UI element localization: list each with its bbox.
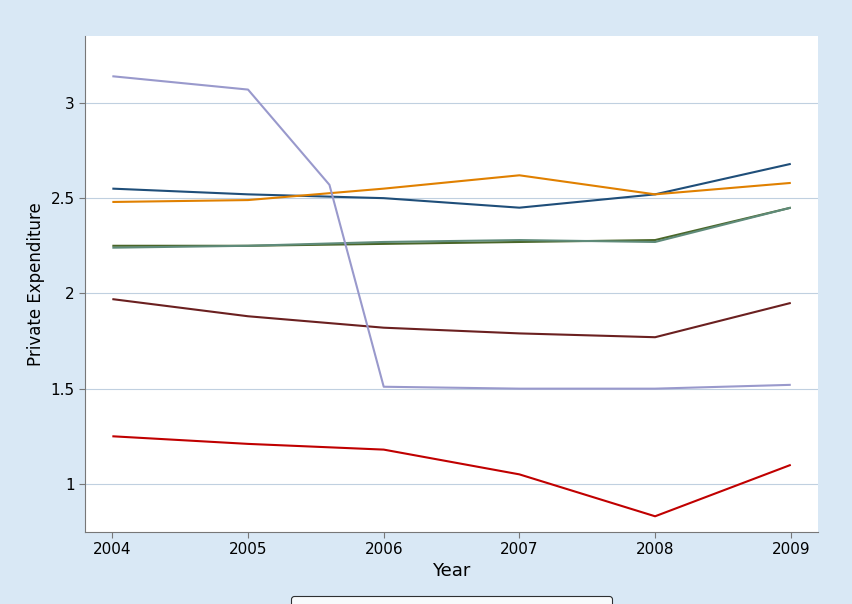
Legend: ΑΥΣΤΡΑΛΙΑ, ΑΥΣΤΡΙΑ, ΒΕΛΓΙΟ, ΚΑΝΑΔΑΣ, ΓΑΛΛΙΑ, ΛΟΥΞΕΜΒΟΥΡΓΟ, ΟΛΛΑΝΔΙΑ: ΑΥΣΤΡΑΛΙΑ, ΑΥΣΤΡΙΑ, ΒΕΛΓΙΟ, ΚΑΝΑΔΑΣ, ΓΑΛ… (291, 596, 612, 604)
X-axis label: Year: Year (432, 562, 471, 580)
Y-axis label: Private Expenditure: Private Expenditure (27, 202, 45, 366)
